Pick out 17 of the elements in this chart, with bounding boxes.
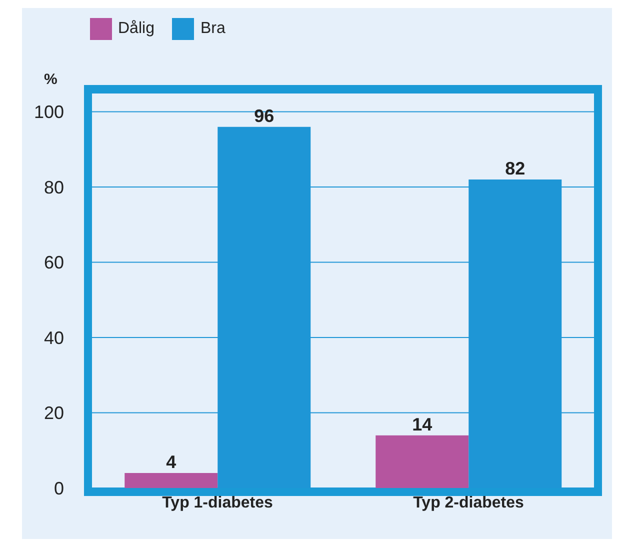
y-axis-title: %: [44, 71, 58, 88]
y-tick-label: 40: [44, 328, 64, 348]
bar: [376, 435, 469, 488]
y-tick-label: 0: [54, 478, 64, 498]
data-label: 14: [412, 414, 432, 434]
data-label: 4: [166, 452, 176, 472]
legend-label: Bra: [200, 20, 226, 38]
y-tick-label: 60: [44, 252, 64, 273]
data-label: 96: [254, 106, 274, 126]
y-tick-label: 20: [44, 403, 64, 424]
y-tick-label: 80: [44, 177, 64, 198]
x-tick-label: Typ 2-diabetes: [413, 494, 524, 512]
bar: [124, 472, 218, 488]
data-label: 82: [505, 158, 526, 179]
y-tick-label: 100: [34, 102, 64, 122]
legend-label: Dålig: [118, 20, 154, 38]
x-tick-label: Typ 1-diabetes: [162, 494, 274, 512]
